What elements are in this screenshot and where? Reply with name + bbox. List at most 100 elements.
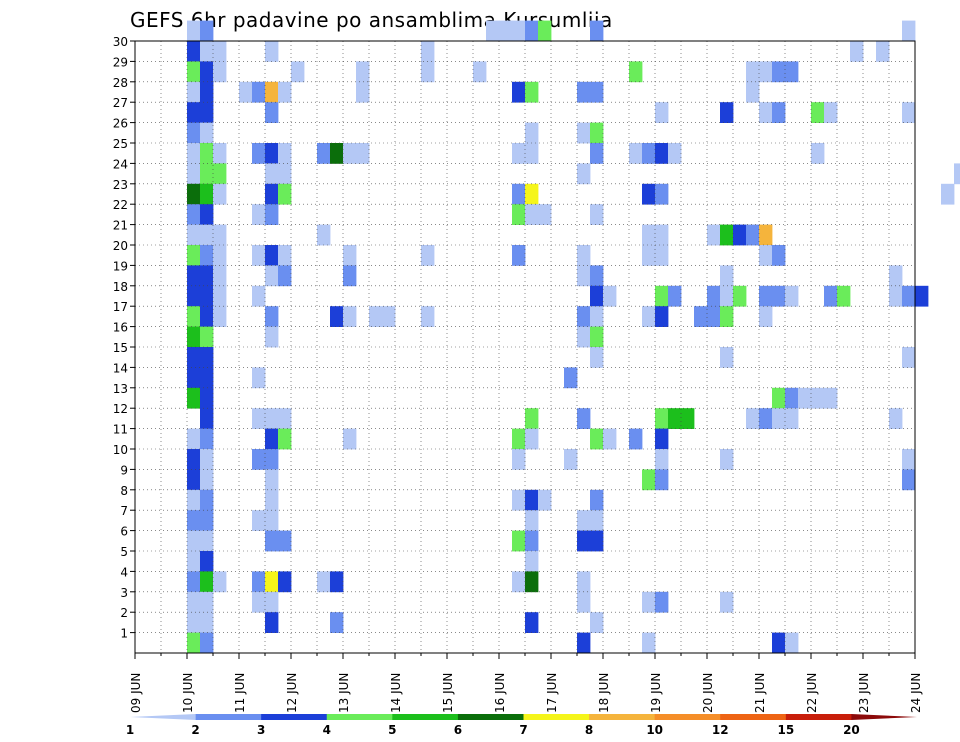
heatmap-cell: [525, 143, 539, 164]
heatmap-cell: [200, 449, 214, 470]
heatmap-cell: [200, 387, 214, 409]
heatmap-cell: [772, 102, 786, 123]
heatmap-cell: [187, 122, 201, 144]
heatmap-cell: [811, 387, 825, 409]
heatmap-cell: [356, 81, 370, 103]
x-tick-label: 23 JUN: [857, 673, 871, 713]
y-tick-label: 15: [113, 341, 128, 355]
heatmap-cell: [720, 347, 734, 368]
x-tick-label: 13 JUN: [337, 673, 351, 713]
x-tick-label: 24 JUN: [909, 673, 923, 713]
heatmap-cell: [785, 632, 799, 654]
heatmap-cell: [187, 20, 201, 42]
x-tick-label: 18 JUN: [597, 673, 611, 713]
heatmap-cell: [902, 102, 916, 123]
colorbar-segment: [851, 714, 917, 720]
heatmap-cell: [200, 347, 214, 368]
heatmap-cell: [720, 591, 734, 613]
heatmap-cell: [343, 428, 357, 450]
heatmap-cell: [265, 183, 279, 205]
heatmap-cell: [525, 489, 539, 511]
heatmap-cell: [187, 245, 201, 266]
heatmap-cell: [200, 326, 214, 348]
heatmap-cell: [265, 469, 279, 491]
heatmap-cell: [278, 428, 292, 450]
heatmap-cell: [668, 408, 682, 429]
colorbar-segment: [457, 714, 524, 720]
heatmap-cell: [525, 530, 539, 552]
heatmap-cell: [317, 571, 331, 593]
y-tick-label: 25: [113, 137, 128, 151]
y-tick-label: 19: [113, 259, 128, 273]
heatmap-cell: [733, 224, 747, 246]
y-tick-label: 11: [113, 423, 128, 437]
heatmap-cell: [785, 408, 799, 429]
heatmap-cell: [759, 306, 773, 327]
heatmap-cell: [265, 428, 279, 450]
heatmap-cell: [265, 449, 279, 470]
colorbar-label: 10: [646, 723, 663, 737]
heatmap-cell: [200, 285, 214, 307]
x-axis: 09 JUN 10 JUN 11 JUN 12 JUN 13 JUN 14 JUN 15 J…: [129, 653, 923, 713]
heatmap-cell: [772, 61, 786, 83]
colorbar-segment: [195, 714, 262, 720]
heatmap-cell: [200, 591, 214, 613]
heatmap-cell: [213, 265, 227, 287]
heatmap-cell: [590, 306, 604, 327]
colorbar-label: 12: [712, 723, 729, 737]
heatmap-cell: [577, 163, 591, 185]
heatmap-cell: [343, 245, 357, 266]
y-tick-label: 17: [113, 300, 128, 314]
heatmap-cell: [343, 265, 357, 287]
heatmap-cell: [512, 20, 526, 42]
heatmap-cell: [772, 285, 786, 307]
heatmap-cell: [629, 143, 643, 164]
heatmap-cell: [265, 102, 279, 123]
heatmap-cell: [187, 163, 201, 185]
y-tick-label: 7: [120, 504, 128, 518]
heatmap-cell: [213, 143, 227, 164]
heatmap-cell: [187, 530, 201, 552]
heatmap-cell: [187, 469, 201, 491]
colorbar-label: 15: [777, 723, 794, 737]
heatmap-cell: [655, 591, 669, 613]
y-tick-label: 14: [113, 361, 128, 375]
heatmap-cell: [278, 265, 292, 287]
heatmap-cell: [590, 81, 604, 103]
heatmap-cell: [265, 489, 279, 511]
heatmap-cell: [213, 41, 227, 62]
y-tick-label: 4: [120, 565, 128, 579]
colorbar-label: 3: [257, 723, 265, 737]
heatmap-cell: [187, 428, 201, 450]
heatmap-cell: [343, 143, 357, 164]
heatmap-cell: [512, 81, 526, 103]
heatmap-cell: [200, 612, 214, 633]
heatmap-cell: [590, 204, 604, 225]
heatmap-cell: [590, 20, 604, 42]
heatmap-cell: [720, 102, 734, 123]
heatmap-cell: [772, 408, 786, 429]
heatmap-cell: [330, 143, 344, 164]
colorbar-segment: [654, 714, 721, 720]
heatmap-cell: [590, 122, 604, 144]
heatmap-cell: [629, 61, 643, 83]
y-tick-label: 21: [113, 219, 128, 233]
heatmap-cell: [694, 306, 708, 327]
heatmap-cell: [200, 245, 214, 266]
heatmap-cell: [889, 285, 903, 307]
heatmap-cell: [213, 245, 227, 266]
x-tick-label: 15 JUN: [441, 673, 455, 713]
y-tick-label: 23: [113, 178, 128, 192]
heatmap-cell: [200, 428, 214, 450]
heatmap-cell: [200, 41, 214, 62]
heatmap-cell: [499, 20, 513, 42]
heatmap-cell: [811, 102, 825, 123]
colorbar-segment: [785, 714, 852, 720]
heatmap-cell: [642, 591, 656, 613]
heatmap-cell: [252, 245, 266, 266]
heatmap-cell: [278, 245, 292, 266]
x-tick-label: 19 JUN: [649, 673, 663, 713]
y-tick-label: 24: [113, 157, 128, 171]
heatmap-cell: [512, 449, 526, 470]
heatmap-cell: [200, 61, 214, 83]
